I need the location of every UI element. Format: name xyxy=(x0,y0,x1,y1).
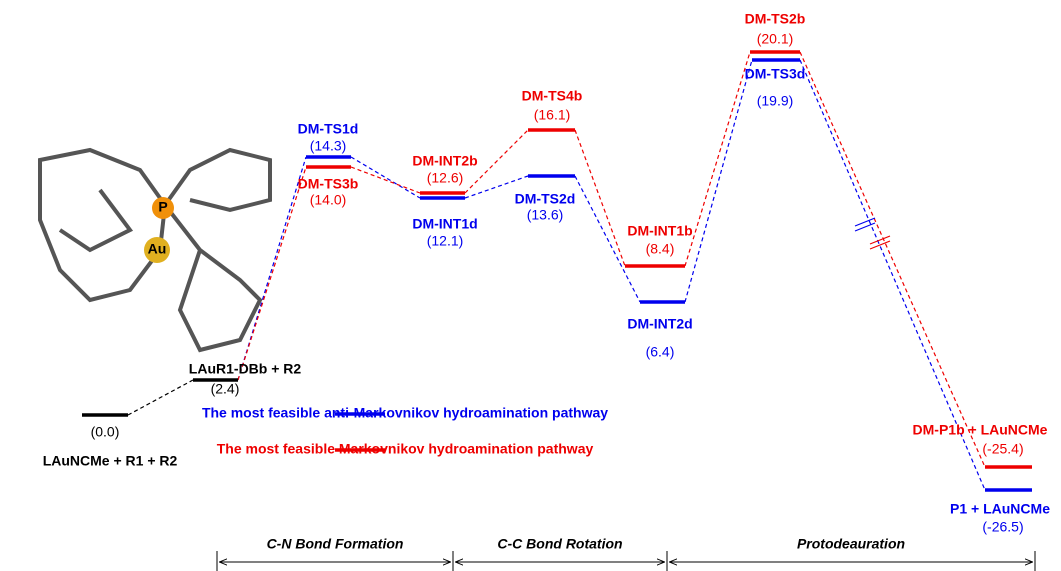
connector xyxy=(575,176,640,302)
level-energy: (14.0) xyxy=(310,192,347,208)
level-energy: (19.9) xyxy=(757,93,794,109)
level-label: DM-TS3b xyxy=(298,176,359,192)
level-label: DM-INT1d xyxy=(412,216,477,232)
connector xyxy=(351,167,420,193)
level-energy: (20.1) xyxy=(757,31,794,47)
level-energy: (13.6) xyxy=(527,207,564,223)
connector xyxy=(800,52,985,467)
level-energy: (-25.4) xyxy=(982,441,1023,457)
atom-label: P xyxy=(158,199,167,215)
level-energy: (12.1) xyxy=(427,233,464,249)
section-label: C-N Bond Formation xyxy=(267,536,404,552)
level-label: LAuR1-DBb + R2 xyxy=(189,361,302,377)
level-energy: (14.3) xyxy=(310,138,347,154)
level-label: DM-TS1d xyxy=(298,121,359,137)
level-label: DM-P1b + LAuNCMe xyxy=(913,422,1048,438)
level-label: DM-TS2d xyxy=(515,191,576,207)
connector xyxy=(685,52,750,266)
level-energy: (16.1) xyxy=(534,107,571,123)
legend-text: The most feasible Markovnikov hydroamina… xyxy=(217,441,594,457)
level-label: DM-INT2b xyxy=(412,153,477,169)
level-label: DM-INT1b xyxy=(627,223,692,239)
energy-diagram: P Au LAuNCMe + R1 + R2 (0.0) LAuR1-DBb + R2 (… xyxy=(0,0,1061,571)
connector xyxy=(575,130,625,266)
level-energy: (2.4) xyxy=(211,381,240,397)
level-energy: (0.0) xyxy=(91,424,120,440)
level-label: DM-TS2b xyxy=(745,11,806,27)
connector xyxy=(128,380,193,415)
level-label: DM-TS4b xyxy=(522,88,583,104)
section-label: Protodeauration xyxy=(797,536,905,552)
level-energy: (6.4) xyxy=(646,344,675,360)
connector xyxy=(685,60,752,302)
level-energy: (-26.5) xyxy=(982,519,1023,535)
level-energy: (12.6) xyxy=(427,170,464,186)
level-label: DM-INT2d xyxy=(627,316,692,332)
level-energy: (8.4) xyxy=(646,241,675,257)
section-label: C-C Bond Rotation xyxy=(497,536,622,552)
connector xyxy=(351,157,420,198)
level-label: P1 + LAuNCMe xyxy=(950,501,1050,517)
level-label: LAuNCMe + R1 + R2 xyxy=(43,453,178,469)
level-label: DM-TS3d xyxy=(745,66,806,82)
atom-label: Au xyxy=(148,241,167,257)
legend-text: The most feasible anti-Markovnikov hydro… xyxy=(202,405,608,421)
